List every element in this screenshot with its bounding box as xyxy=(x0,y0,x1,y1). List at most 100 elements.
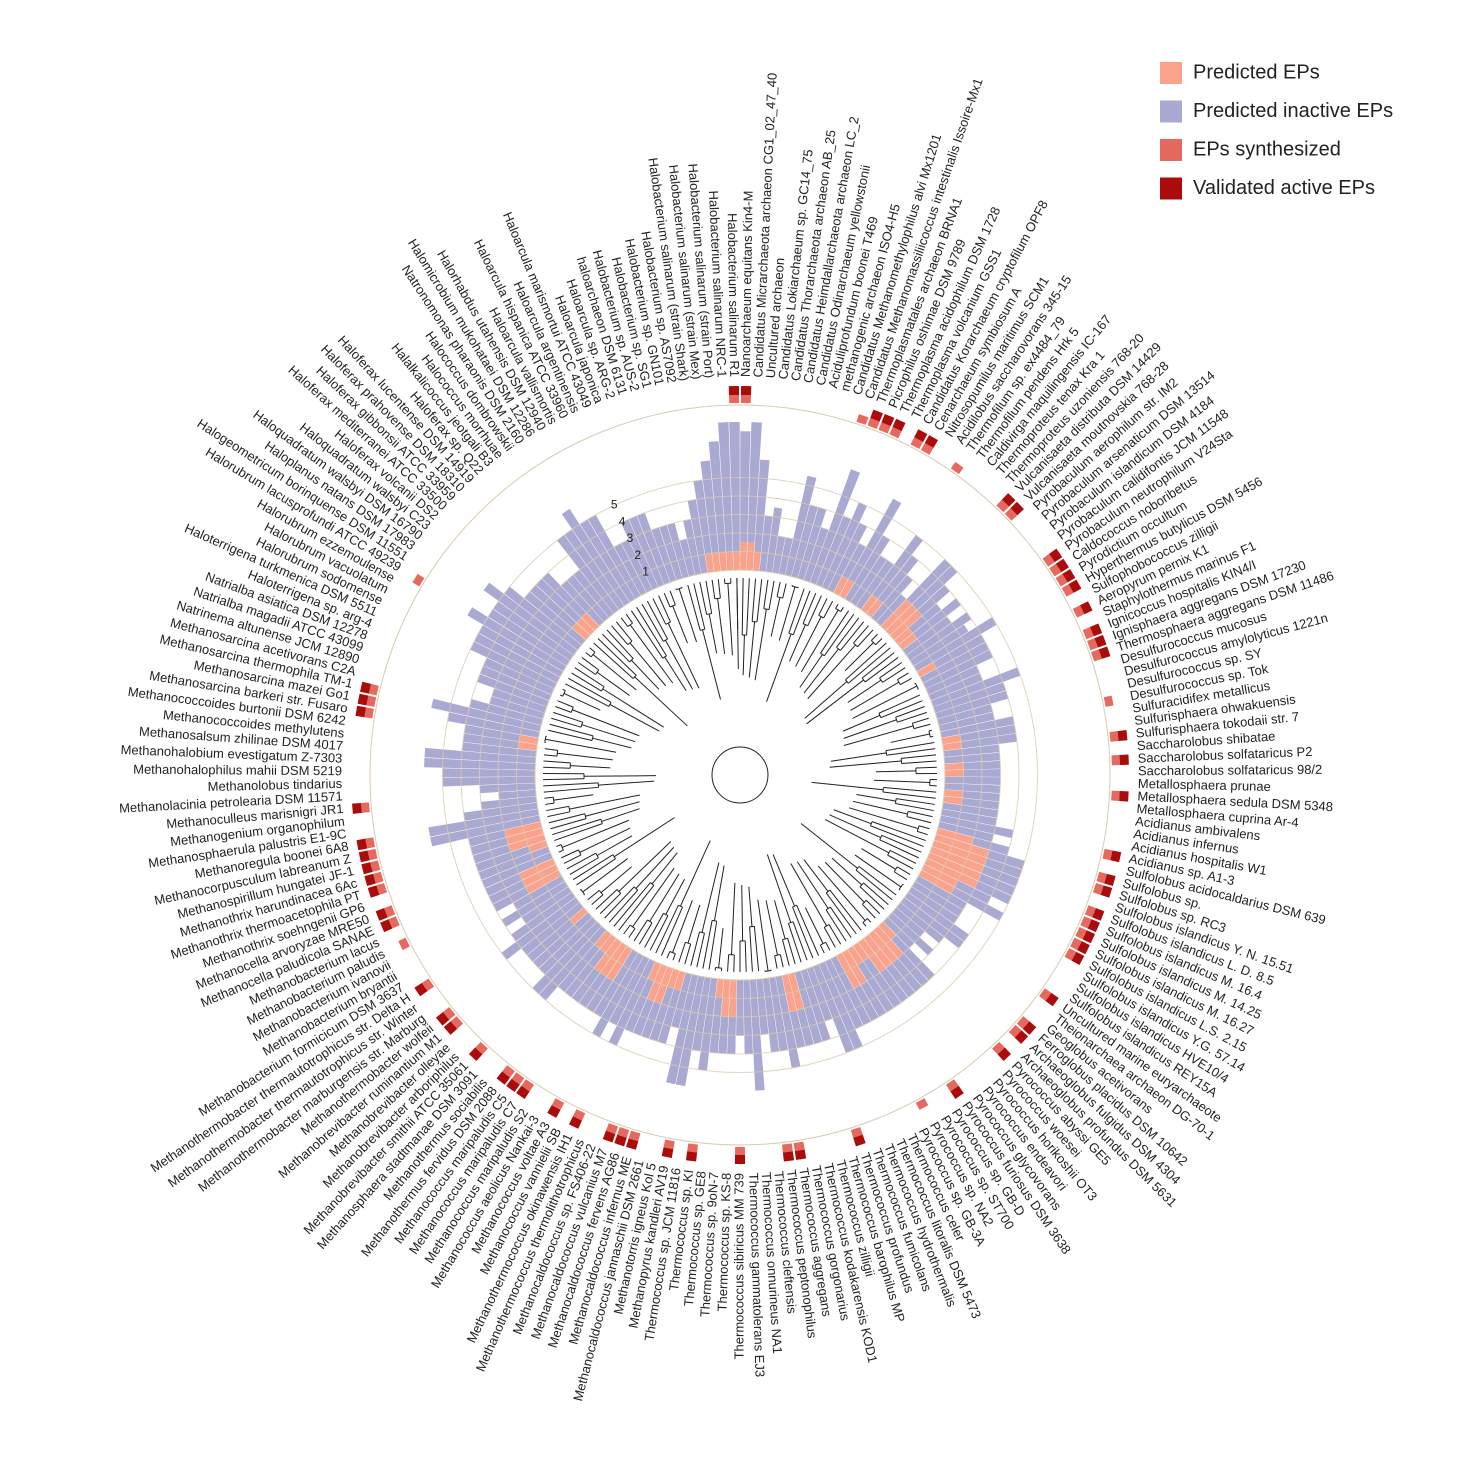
tree-branch xyxy=(734,955,735,972)
tree-branch xyxy=(844,726,913,746)
tree-branch xyxy=(728,583,733,655)
marker-validated xyxy=(723,1155,733,1164)
tree-branch xyxy=(834,810,872,824)
tree-branch xyxy=(861,849,895,870)
marker-validated xyxy=(351,779,360,789)
marker-validated xyxy=(1114,706,1125,717)
tree-branch xyxy=(897,712,926,722)
tree-branch xyxy=(588,890,600,900)
tree-branch xyxy=(555,706,571,712)
tree-branch xyxy=(636,847,674,888)
tree-branch xyxy=(845,643,873,671)
marker-validated xyxy=(741,386,751,395)
tree-branch xyxy=(803,593,816,623)
marker-synthesized xyxy=(1108,719,1117,730)
tree-branch xyxy=(712,580,715,599)
marker-synthesized xyxy=(699,1145,710,1154)
tree-branch xyxy=(543,761,570,763)
tree-branch xyxy=(548,730,592,740)
tree-branch xyxy=(845,643,886,680)
tree-branch xyxy=(841,607,844,611)
tree-branch xyxy=(718,579,720,598)
tree-branch xyxy=(902,761,937,763)
marker-synthesized xyxy=(1111,791,1120,801)
ring-tick-label: 3 xyxy=(627,531,634,545)
marker-validated xyxy=(1119,755,1128,765)
bar-predicted xyxy=(945,763,964,770)
tree-branch xyxy=(633,868,675,927)
bar-predicted xyxy=(945,770,964,777)
bar-predicted xyxy=(719,552,727,571)
tree-branch xyxy=(567,853,596,869)
marker-validated xyxy=(1119,742,1129,753)
tree-branch xyxy=(880,663,902,678)
marker-synthesized xyxy=(681,398,692,407)
bar-predicted xyxy=(726,552,733,571)
marker-validated xyxy=(789,389,800,399)
marker-validated xyxy=(354,718,364,729)
tree-branch xyxy=(783,583,787,598)
tree-branch xyxy=(543,783,598,786)
tree-branch xyxy=(862,653,894,678)
tree-branch xyxy=(766,900,777,955)
tree-branch xyxy=(597,672,629,695)
marker-validated xyxy=(351,767,360,777)
tree-branch xyxy=(844,720,897,739)
tree-root xyxy=(712,747,768,803)
tree-branch xyxy=(866,900,879,913)
marker-synthesized xyxy=(711,1146,721,1155)
tree-branch xyxy=(680,841,710,907)
tree-branch xyxy=(545,803,554,804)
ring-tick-label: 2 xyxy=(634,548,641,562)
marker-validated xyxy=(674,1149,685,1159)
tree-branch xyxy=(728,955,729,972)
marker-synthesized xyxy=(361,743,370,753)
legend-swatch xyxy=(1160,101,1182,123)
tree-branch xyxy=(747,578,750,635)
marker-validated xyxy=(1117,730,1127,741)
tree-branch xyxy=(742,885,743,941)
tree-branch xyxy=(543,779,584,780)
tree-branch xyxy=(673,954,675,961)
marker-synthesized xyxy=(1110,802,1119,813)
marker-synthesized xyxy=(753,395,763,403)
tree-branch xyxy=(601,867,632,893)
tree-branch xyxy=(848,648,890,684)
legend-label: Predicted inactive EPs xyxy=(1193,100,1393,122)
marker-validated xyxy=(747,1155,757,1164)
tree-branch xyxy=(630,625,673,683)
tree-branch xyxy=(801,823,857,868)
marker-validated xyxy=(680,389,691,399)
tree-branch xyxy=(876,638,882,644)
tree-branch xyxy=(764,580,768,609)
tree-branch xyxy=(573,855,613,880)
marker-validated xyxy=(1120,767,1129,777)
tree-branch xyxy=(737,578,738,629)
tree-branch xyxy=(871,634,877,640)
marker-synthesized xyxy=(364,826,373,837)
tree-branch xyxy=(916,767,937,768)
marker-validated xyxy=(353,730,363,741)
marker-validated xyxy=(357,839,368,851)
marker-synthesized xyxy=(741,395,751,403)
tree-branch xyxy=(919,826,930,829)
tree-branch xyxy=(709,614,717,653)
tree-branch xyxy=(639,923,652,944)
marker-validated xyxy=(777,388,788,398)
marker-synthesized xyxy=(360,767,368,777)
tree-branch xyxy=(653,598,666,624)
tree-branch xyxy=(767,634,792,702)
marker-synthesized xyxy=(360,779,368,789)
tree-branch xyxy=(912,718,928,723)
tree-branch xyxy=(703,630,721,700)
tree-branch xyxy=(745,941,746,972)
tree-branch xyxy=(600,893,621,913)
tree-branch xyxy=(848,680,881,702)
tree-branch xyxy=(659,596,671,622)
tree-branch xyxy=(805,682,847,719)
marker-synthesized xyxy=(759,1146,769,1155)
tree-branch xyxy=(667,952,670,959)
tree-branch xyxy=(624,925,630,934)
marker-validated xyxy=(692,388,703,398)
